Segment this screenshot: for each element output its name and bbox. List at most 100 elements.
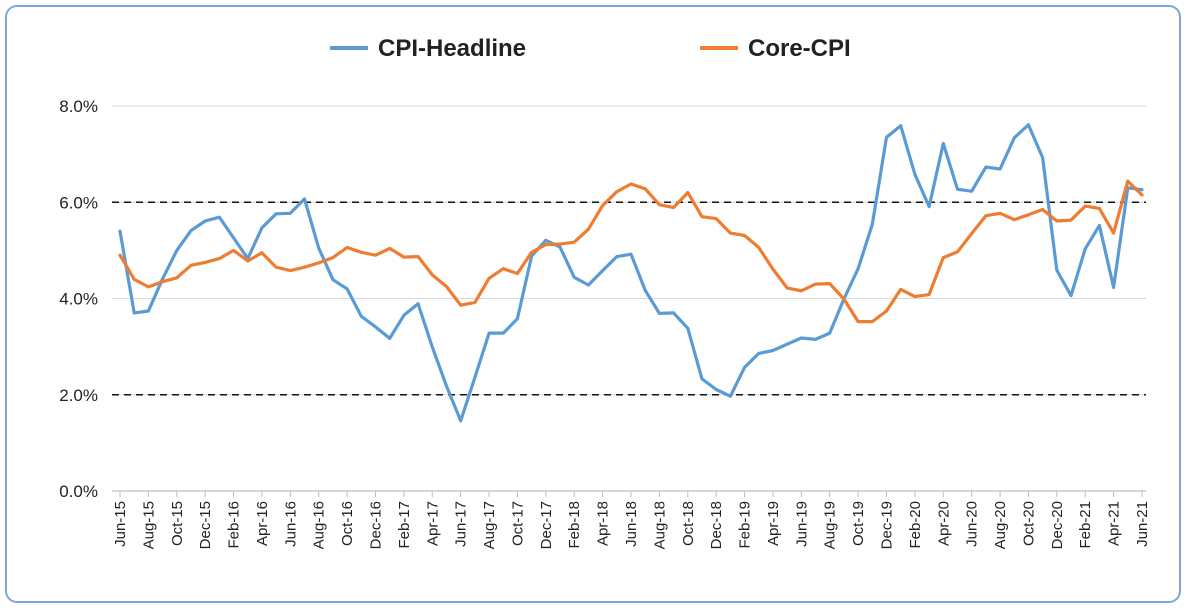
data-point (672, 206, 675, 209)
data-point (161, 277, 164, 281)
data-point (1126, 179, 1130, 183)
data-point (984, 214, 988, 218)
data-point (1140, 193, 1144, 197)
data-point (260, 251, 264, 255)
y-tick-label: 4.0% (59, 290, 98, 309)
x-tick-label: Jun-20 (964, 501, 981, 547)
data-point (1112, 231, 1116, 235)
x-tick-label: Dec-16 (368, 501, 385, 549)
data-point (615, 255, 619, 259)
x-tick-label: Oct-18 (680, 501, 697, 546)
data-point (416, 302, 420, 306)
x-tick-label: Oct-20 (1020, 501, 1037, 546)
data-point (544, 238, 548, 242)
data-point (885, 309, 888, 313)
series-line-cpi-headline (118, 123, 1144, 423)
x-tick-label: Feb-17 (396, 501, 413, 549)
data-point (956, 187, 959, 191)
data-point (388, 247, 392, 250)
data-point (501, 331, 505, 335)
data-point (771, 349, 775, 352)
data-point (828, 282, 832, 285)
x-tick-label: Oct-17 (509, 501, 526, 546)
data-point (359, 314, 363, 318)
data-point (1041, 208, 1045, 211)
data-point (998, 167, 1002, 171)
data-point (1069, 218, 1073, 222)
x-tick-label: Feb-21 (1077, 501, 1094, 549)
data-point (643, 288, 647, 292)
gridlines (112, 105, 1146, 396)
data-point (714, 217, 718, 221)
x-tick-label: Oct-16 (339, 501, 356, 546)
data-point (941, 256, 945, 259)
data-point (629, 182, 633, 186)
data-point (870, 222, 874, 226)
legend-label-core-cpi: Core-CPI (748, 35, 851, 62)
x-tick-label: Apr-17 (424, 501, 441, 546)
data-point (643, 187, 647, 191)
data-point (473, 300, 477, 304)
data-point (814, 282, 817, 286)
data-point (984, 165, 988, 169)
x-tick-label: Apr-16 (254, 501, 271, 546)
data-point (203, 261, 207, 264)
data-point (686, 191, 690, 195)
data-point (856, 267, 860, 271)
data-point (388, 337, 392, 340)
x-tick-label: Feb-19 (737, 501, 754, 549)
data-point (217, 257, 221, 260)
data-point (473, 376, 477, 379)
data-point (487, 331, 491, 335)
data-point (1055, 219, 1059, 223)
data-point (345, 246, 349, 249)
data-point (956, 250, 959, 254)
data-point (728, 394, 732, 398)
data-point (558, 245, 562, 249)
data-point (1012, 218, 1016, 221)
x-tick-label: Aug-19 (822, 501, 839, 549)
data-point (757, 351, 761, 355)
data-point (430, 345, 434, 349)
y-tick-label: 2.0% (59, 386, 98, 405)
data-point (970, 189, 974, 193)
reference-lines (112, 201, 1146, 396)
data-point (288, 211, 292, 215)
data-point (1083, 247, 1087, 251)
data-point (743, 234, 746, 237)
x-tick-label: Dec-19 (879, 501, 896, 549)
series-points-core-cpi (118, 179, 1144, 323)
data-point (303, 197, 306, 201)
data-point (203, 219, 207, 223)
data-point (1112, 286, 1116, 289)
data-point (132, 277, 136, 281)
data-point (1098, 207, 1101, 210)
data-point (828, 331, 832, 335)
data-point (345, 287, 349, 291)
data-point (274, 265, 278, 269)
data-point (913, 172, 917, 176)
data-point (288, 269, 292, 272)
data-point (1012, 136, 1016, 140)
data-point (700, 215, 704, 219)
x-tick-label: Oct-15 (169, 501, 186, 546)
data-point (274, 212, 278, 216)
data-point (246, 259, 250, 263)
x-tick-label: Apr-18 (595, 501, 612, 546)
chart-frame (5, 5, 1181, 603)
data-point (657, 203, 661, 207)
data-point (1055, 268, 1059, 272)
data-point (146, 285, 150, 289)
data-point (189, 263, 193, 267)
x-tick-label: Dec-18 (708, 501, 725, 549)
data-point (118, 229, 122, 233)
x-tick-label: Feb-16 (226, 501, 243, 549)
x-tick-label: Jun-16 (282, 501, 299, 547)
data-point (672, 311, 675, 315)
data-point (175, 248, 179, 252)
data-point (870, 320, 874, 323)
axes: 0.0% 2.0% 4.0% 6.0% 8.0% Jun-15 Aug-15 Oct-15 De… (59, 97, 1151, 549)
legend: CPI-Headline Core-CPI (330, 35, 851, 62)
data-point (317, 246, 321, 250)
